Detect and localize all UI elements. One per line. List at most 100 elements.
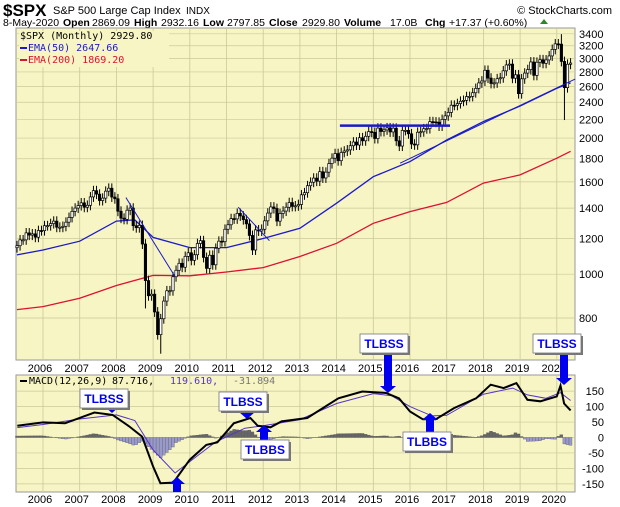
year-label: 2011 [212, 494, 236, 506]
histogram-bar [67, 437, 71, 439]
candle-body [223, 228, 227, 243]
candle-body [134, 225, 138, 229]
annotation-label: TLBSS [223, 395, 262, 409]
histogram-bar [388, 436, 392, 438]
candle-body [302, 192, 307, 196]
price-grid [16, 28, 575, 360]
histogram-bar [376, 435, 380, 438]
candle-body [85, 204, 89, 208]
histogram-bar [293, 436, 297, 438]
histogram-bar [354, 433, 359, 438]
year-label: 2014 [321, 363, 345, 375]
histogram-bar [61, 437, 65, 439]
histogram-bar [76, 436, 80, 438]
arrow-down-icon [556, 378, 572, 385]
arrow-up-icon [260, 432, 268, 440]
candle-body [168, 290, 172, 293]
histogram-bar [58, 437, 62, 439]
legend-macd-value: 87.716, [112, 376, 154, 387]
histogram-bar [250, 431, 255, 438]
histogram-bar [526, 437, 530, 442]
candle-body [146, 280, 151, 297]
candle-body [24, 232, 28, 241]
candle-body [465, 96, 469, 101]
histogram-bar [168, 437, 172, 450]
chg-value: +17.37 (+0.60%) [449, 17, 527, 29]
histogram-bar [177, 437, 181, 442]
histogram-bar [382, 435, 386, 438]
histogram-bar [327, 435, 331, 438]
macd-x-axis: 2006 2007 2008 2009 2010 2011 2012 2013 2014 2015… [28, 494, 566, 506]
histogram-bar [556, 436, 560, 438]
candle-body [110, 187, 114, 198]
candle-body [535, 61, 539, 76]
histogram-bar [214, 437, 218, 439]
candle-body [88, 196, 92, 206]
candle-body [278, 213, 282, 222]
histogram-bar [562, 437, 567, 445]
exchange: INDX [186, 6, 210, 17]
year-label: 2014 [321, 494, 345, 506]
histogram-bar [367, 434, 371, 438]
price-tick-label: 800 [579, 313, 597, 325]
annotation-box [218, 391, 268, 412]
histogram-bar [79, 436, 83, 438]
arrow-up-icon [173, 484, 181, 492]
year-label: 2009 [138, 363, 162, 375]
ema200-line [16, 150, 571, 311]
candle-body [458, 100, 463, 104]
candle-body [113, 196, 117, 200]
histogram-bar [501, 435, 505, 438]
histogram-bar [122, 437, 126, 443]
histogram-bar [498, 434, 502, 438]
histogram-bar [351, 433, 356, 438]
macd-path [17, 381, 572, 485]
candle-body [471, 92, 475, 97]
annotations: TLBSS TLBSS TLBBS TLBSS TLBBS TLBSS [79, 333, 583, 492]
histogram-bar [360, 433, 365, 438]
candle-body [327, 163, 331, 173]
histogram-bar [504, 435, 508, 438]
histogram-bar [553, 437, 557, 440]
candle-body [76, 205, 80, 209]
candle-body [510, 63, 515, 79]
histogram-bar [308, 437, 313, 439]
histogram-bar [397, 435, 401, 438]
candle-body [324, 171, 328, 179]
candle-body [517, 74, 521, 95]
candle-body [18, 239, 22, 247]
histogram-bar [461, 435, 466, 438]
candle-body [409, 133, 414, 145]
annotation-label: TLBSS [84, 392, 123, 406]
year-label: 2007 [64, 363, 88, 375]
histogram-bar [201, 434, 206, 438]
candle-body [122, 217, 126, 220]
copyright: © StockCharts.com [517, 5, 612, 17]
histogram-bar [195, 435, 200, 438]
legend-macd: MACD(12,26,9) [29, 376, 107, 387]
arrow-down-icon [239, 412, 255, 419]
price-tick-label: 1600 [579, 177, 603, 189]
index-name: S&P 500 Large Cap Index [53, 5, 181, 17]
candle-body [446, 112, 450, 117]
candle-body [125, 209, 129, 220]
candle-body [382, 129, 386, 132]
candle-body [177, 262, 181, 271]
candle-body [364, 135, 368, 142]
histogram-bar [565, 437, 570, 445]
volume-label: Volume [344, 17, 381, 29]
histogram-bar [278, 436, 282, 438]
histogram-bar [88, 434, 92, 438]
histogram-bar [492, 432, 496, 438]
candle-body [468, 96, 472, 98]
candle-body [241, 215, 245, 220]
candle-body [247, 223, 251, 236]
candle-body [107, 187, 111, 192]
candle-body [226, 224, 230, 230]
candle-body [94, 190, 99, 195]
candle-body [55, 220, 59, 228]
year-label: 2018 [468, 494, 492, 506]
candle-body [254, 229, 258, 251]
candle-body [33, 233, 37, 238]
candle-body [339, 152, 343, 162]
